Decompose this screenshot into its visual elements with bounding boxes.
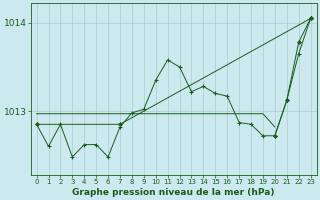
X-axis label: Graphe pression niveau de la mer (hPa): Graphe pression niveau de la mer (hPa) [72,188,275,197]
